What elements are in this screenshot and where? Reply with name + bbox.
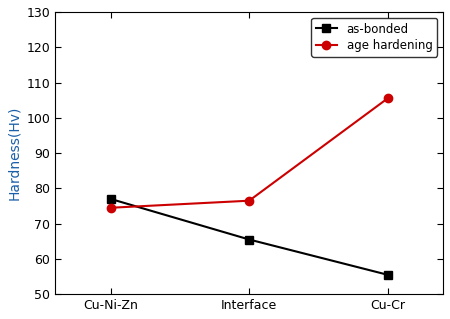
as-bonded [247,238,252,241]
as-bonded [108,197,113,201]
Legend: as-bonded, age hardening: as-bonded, age hardening [311,18,437,57]
as-bonded [385,273,390,277]
age hardening [385,96,390,100]
Line: age hardening: age hardening [107,94,392,212]
Y-axis label: Hardness(Hv): Hardness(Hv) [7,106,21,200]
age hardening [247,199,252,203]
age hardening [108,206,113,210]
Line: as-bonded: as-bonded [107,195,392,279]
